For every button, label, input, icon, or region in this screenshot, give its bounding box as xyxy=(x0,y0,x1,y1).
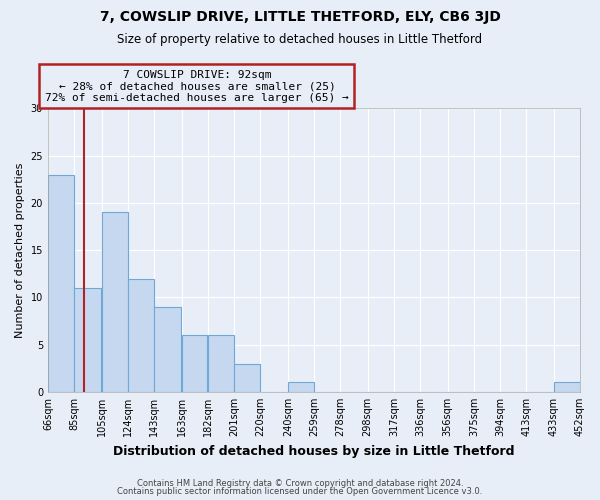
Bar xyxy=(235,364,260,392)
Bar xyxy=(102,212,128,392)
Bar xyxy=(128,278,154,392)
Bar xyxy=(182,335,208,392)
Bar xyxy=(288,382,314,392)
Y-axis label: Number of detached properties: Number of detached properties xyxy=(15,162,25,338)
Text: Contains public sector information licensed under the Open Government Licence v3: Contains public sector information licen… xyxy=(118,487,482,496)
Bar xyxy=(154,307,181,392)
Text: Contains HM Land Registry data © Crown copyright and database right 2024.: Contains HM Land Registry data © Crown c… xyxy=(137,478,463,488)
X-axis label: Distribution of detached houses by size in Little Thetford: Distribution of detached houses by size … xyxy=(113,444,515,458)
Bar xyxy=(208,335,233,392)
Text: Size of property relative to detached houses in Little Thetford: Size of property relative to detached ho… xyxy=(118,32,482,46)
Bar xyxy=(554,382,580,392)
Bar xyxy=(48,174,74,392)
Bar xyxy=(74,288,101,392)
Text: 7 COWSLIP DRIVE: 92sqm
← 28% of detached houses are smaller (25)
72% of semi-det: 7 COWSLIP DRIVE: 92sqm ← 28% of detached… xyxy=(45,70,349,102)
Text: 7, COWSLIP DRIVE, LITTLE THETFORD, ELY, CB6 3JD: 7, COWSLIP DRIVE, LITTLE THETFORD, ELY, … xyxy=(100,10,500,24)
